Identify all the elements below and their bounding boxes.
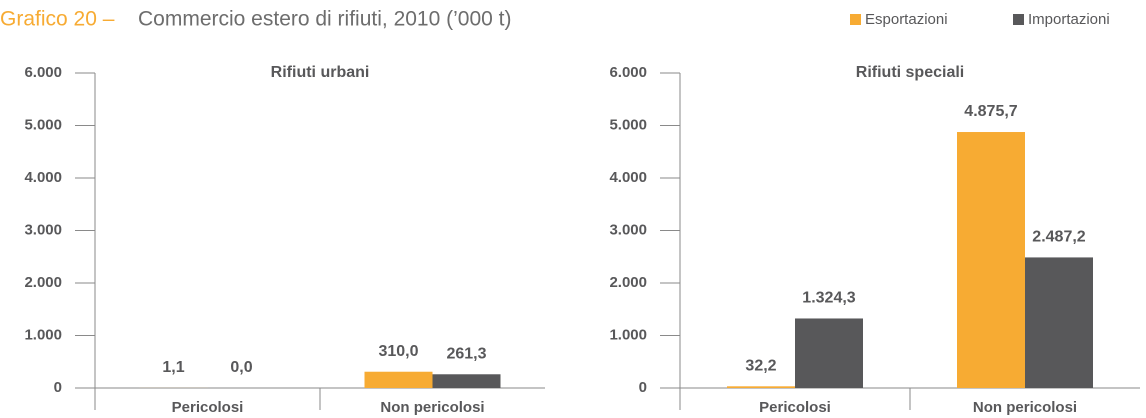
- bar: [432, 374, 501, 388]
- x-tick-label: Pericolosi: [759, 399, 831, 416]
- value-label: 1.324,3: [802, 290, 855, 307]
- value-label: 261,3: [446, 346, 486, 363]
- y-tick-label: 5.000: [24, 116, 62, 133]
- bar: [364, 371, 433, 388]
- y-tick-label: 2.000: [609, 274, 647, 291]
- chart-title: Rifiuti speciali: [856, 64, 964, 81]
- page-title: Commercio estero di rifiuti, 2010 (’000 …: [138, 8, 511, 31]
- value-label: 0,0: [230, 359, 252, 376]
- y-tick-label: 5.000: [609, 116, 647, 133]
- legend-label: Importazioni: [1028, 11, 1110, 28]
- title-label: Grafico 20 –: [0, 8, 115, 31]
- value-label: 1,1: [162, 359, 184, 376]
- y-tick-label: 3.000: [24, 221, 62, 238]
- y-tick-label: 0: [54, 379, 62, 396]
- x-tick-label: Non pericolosi: [380, 399, 484, 416]
- legend-swatch: [850, 14, 861, 25]
- y-tick-label: 4.000: [24, 169, 62, 186]
- value-label: 32,2: [745, 358, 776, 375]
- y-tick-label: 1.000: [24, 326, 62, 343]
- y-tick-label: 6.000: [609, 64, 647, 81]
- y-tick-label: 2.000: [24, 274, 62, 291]
- value-label: 4.875,7: [964, 103, 1017, 120]
- x-tick-label: Non pericolosi: [973, 399, 1077, 416]
- y-tick-label: 4.000: [609, 169, 647, 186]
- value-label: 2.487,2: [1032, 229, 1085, 246]
- bar: [1025, 257, 1093, 388]
- chart-title: Rifiuti urbani: [271, 64, 370, 81]
- bar: [957, 132, 1025, 388]
- y-tick-label: 3.000: [609, 221, 647, 238]
- bar: [795, 318, 863, 388]
- value-label: 310,0: [378, 343, 418, 360]
- x-tick-label: Pericolosi: [172, 399, 244, 416]
- legend-swatch: [1013, 14, 1024, 25]
- legend-label: Esportazioni: [865, 11, 948, 28]
- y-tick-label: 0: [639, 379, 647, 396]
- y-tick-label: 6.000: [24, 64, 62, 81]
- y-tick-label: 1.000: [609, 326, 647, 343]
- bar: [727, 386, 795, 388]
